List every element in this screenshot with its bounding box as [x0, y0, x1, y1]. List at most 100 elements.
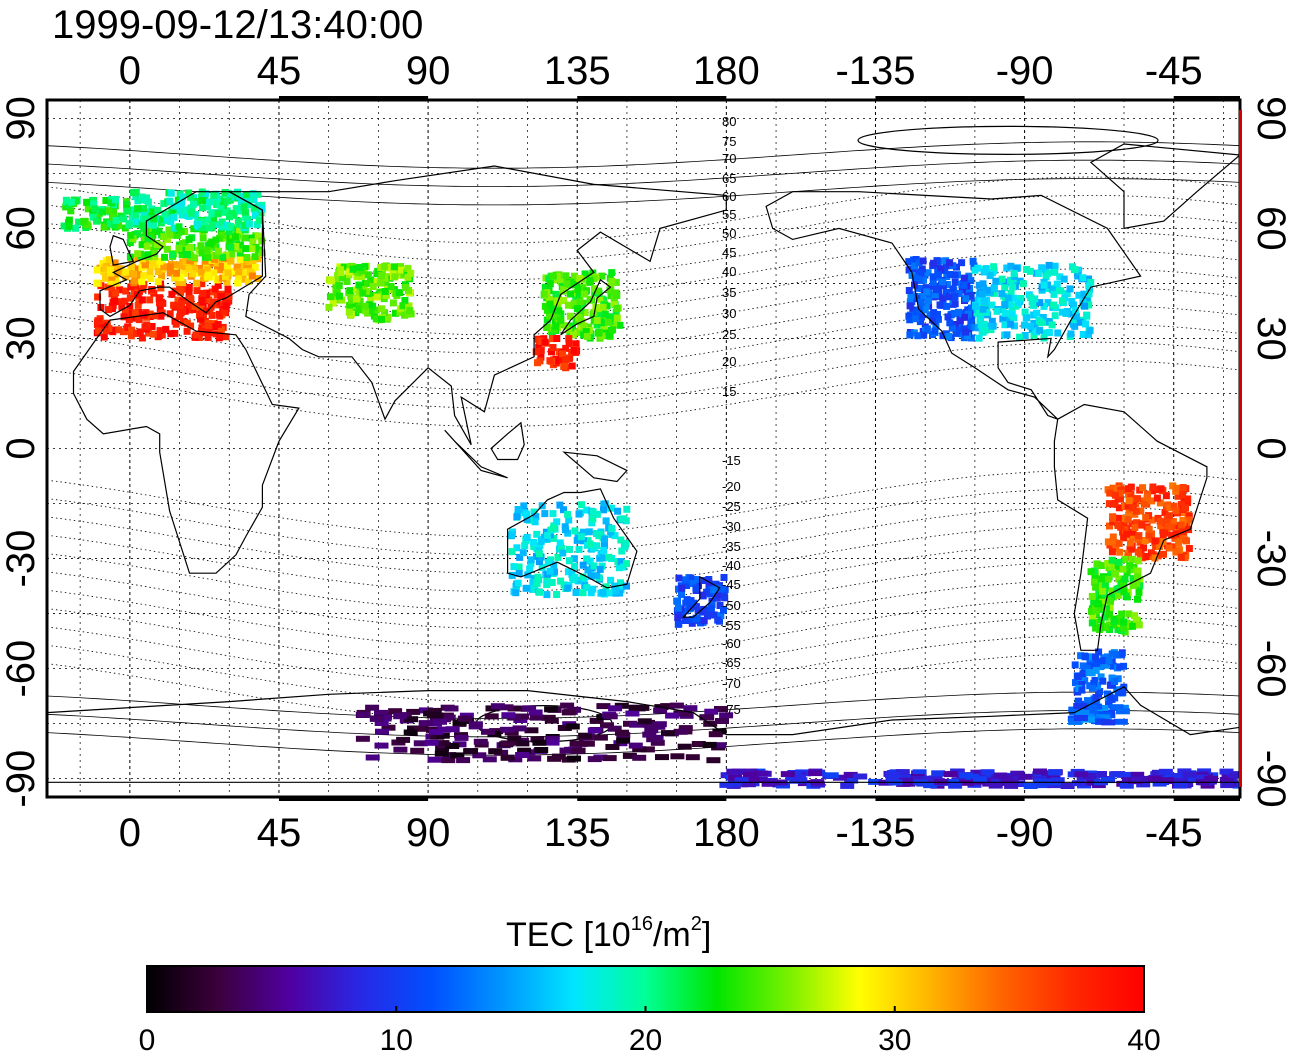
tec-observation-point — [225, 233, 233, 241]
tec-observation-point — [131, 218, 139, 226]
tec-observation-point — [549, 524, 557, 532]
tec-observation-point — [1102, 624, 1110, 632]
tec-observation-point — [720, 606, 727, 614]
tec-observation-point — [1107, 563, 1115, 571]
tec-observation-point — [700, 577, 708, 584]
tec-observation-point — [450, 752, 465, 759]
latitude-tick-label: 0 — [1249, 437, 1292, 459]
magnetic-contour-label: 80 — [722, 114, 736, 129]
tec-observation-point — [144, 329, 152, 337]
tec-observation-point — [1131, 612, 1139, 620]
tec-observation-point — [1099, 677, 1107, 685]
tec-observation-point — [187, 322, 195, 330]
tec-observation-point — [565, 340, 573, 347]
tec-observation-point — [1036, 782, 1051, 789]
tec-observation-point — [138, 296, 146, 304]
tec-observation-point — [134, 250, 142, 258]
tec-observation-point — [704, 708, 719, 715]
tec-observation-point — [126, 253, 134, 261]
tec-observation-point — [988, 317, 996, 325]
tec-observation-point — [1080, 290, 1088, 298]
tec-observation-point — [1168, 523, 1176, 531]
tec-observation-point — [541, 510, 549, 518]
tec-observation-point — [103, 218, 111, 226]
tec-observation-point — [150, 215, 158, 223]
tec-observation-point — [185, 189, 193, 197]
tec-observation-point — [197, 315, 204, 323]
tec-observation-point — [550, 326, 558, 334]
tec-observation-point — [1083, 704, 1098, 711]
tec-observation-point — [1106, 626, 1113, 633]
magnetic-contour-label: 50 — [722, 226, 736, 241]
tec-observation-point — [531, 585, 539, 593]
tec-observation-point — [245, 220, 253, 228]
tec-observation-point — [915, 259, 923, 267]
tec-observation-point — [579, 561, 587, 569]
tec-observation-point — [622, 752, 637, 759]
longitude-tick-label: 0 — [119, 811, 141, 855]
tec-observation-point — [1168, 531, 1176, 539]
longitude-tick-label: 90 — [406, 811, 451, 855]
tec-observation-point — [236, 256, 244, 264]
tec-observation-point — [245, 278, 252, 285]
tec-observation-point — [1134, 548, 1142, 556]
tec-observation-point — [254, 232, 262, 240]
tec-observation-point — [1182, 504, 1189, 512]
tec-observation-point — [481, 728, 495, 735]
longitude-tick-label: -45 — [1145, 49, 1203, 93]
tec-observation-point — [965, 272, 973, 280]
tec-observation-point — [377, 715, 392, 722]
tec-observation-point — [1036, 326, 1044, 334]
tec-observation-point — [593, 510, 601, 518]
tec-observation-point — [187, 209, 195, 217]
tec-observation-point — [234, 217, 242, 225]
tec-observation-point — [1082, 653, 1089, 661]
latitude-tick-label: -90 — [1249, 750, 1292, 808]
tec-observation-point — [949, 285, 957, 293]
tec-observation-point — [967, 291, 975, 299]
tec-observation-point — [976, 317, 984, 325]
tec-observation-point — [181, 206, 189, 214]
tec-observation-point — [920, 276, 927, 284]
tec-observation-point — [543, 306, 551, 314]
tec-observation-point — [961, 313, 968, 321]
tec-observation-point — [1147, 549, 1155, 557]
tec-observation-point — [380, 263, 388, 271]
tec-observation-point — [576, 310, 584, 318]
tec-observation-point — [1121, 575, 1129, 583]
tec-observation-point — [215, 258, 223, 266]
tec-observation-point — [1152, 542, 1160, 550]
tec-observation-point — [203, 246, 211, 254]
tec-observation-point — [553, 272, 561, 280]
tec-observation-point — [1009, 283, 1017, 291]
tec-observation-point — [240, 203, 248, 211]
tec-observation-point — [226, 213, 233, 221]
tec-observation-point — [454, 734, 469, 741]
tec-observation-point — [544, 559, 552, 567]
tec-observation-point — [1165, 512, 1173, 520]
tec-observation-point — [533, 530, 541, 538]
tec-observation-point — [1127, 490, 1135, 498]
tec-observation-point — [578, 732, 593, 739]
tec-observation-point — [536, 588, 544, 596]
tec-observation-point — [1059, 308, 1066, 316]
tec-observation-point — [565, 723, 580, 730]
tec-observation-point — [974, 264, 982, 272]
tec-observation-point — [389, 269, 397, 277]
tec-observation-point — [1072, 312, 1080, 320]
tec-observation-point — [161, 210, 169, 218]
tec-observation-point — [130, 270, 138, 278]
tec-observation-point — [111, 259, 119, 267]
tec-observation-point — [513, 544, 521, 552]
tec-observation-point — [550, 311, 558, 318]
tec-observation-point — [1106, 621, 1113, 629]
tec-observation-point — [599, 588, 607, 596]
tec-observation-point — [1111, 694, 1119, 702]
tec-observation-point — [931, 327, 939, 335]
tec-observation-point — [612, 587, 620, 595]
tec-observation-point — [682, 617, 689, 624]
tec-observation-point — [942, 288, 950, 296]
tec-observation-point — [1071, 322, 1079, 330]
tec-observation-point — [177, 288, 185, 296]
tec-observation-point — [508, 571, 516, 579]
